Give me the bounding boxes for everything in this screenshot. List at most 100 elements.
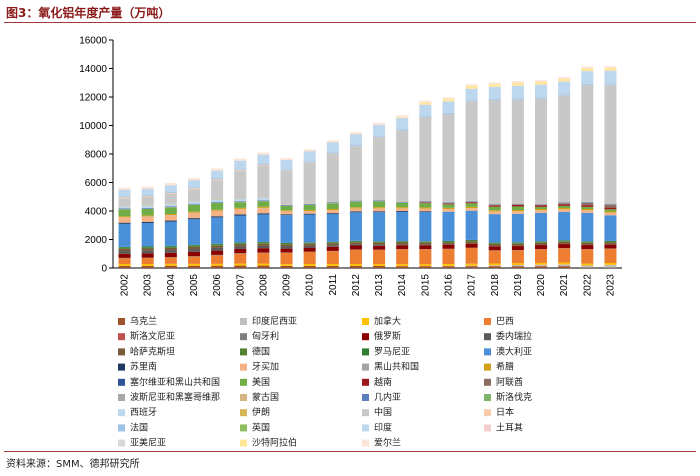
legend-swatch bbox=[362, 378, 369, 386]
bar-segment bbox=[558, 94, 571, 96]
bar-segment bbox=[419, 211, 432, 242]
bar-segment bbox=[257, 214, 270, 242]
bar-segment bbox=[442, 113, 455, 203]
legend-swatch bbox=[240, 318, 247, 325]
bar-segment bbox=[558, 78, 571, 82]
bar-segment bbox=[303, 161, 316, 163]
legend-swatch bbox=[118, 424, 125, 432]
legend-swatch bbox=[240, 409, 247, 417]
bar-segment bbox=[419, 116, 432, 118]
bar-segment bbox=[118, 258, 131, 265]
bar-segment bbox=[211, 244, 224, 246]
bar-segment bbox=[535, 209, 548, 211]
bar-segment bbox=[511, 99, 524, 204]
bar-segment bbox=[465, 101, 478, 201]
legend-swatch bbox=[484, 409, 491, 417]
bar-segment bbox=[442, 211, 455, 241]
bar-segment bbox=[141, 208, 154, 209]
bar-segment bbox=[326, 242, 339, 244]
legend-label: 斯洛伐克 bbox=[496, 391, 532, 403]
legend-label: 委内瑞拉 bbox=[496, 330, 532, 342]
bar-segment bbox=[280, 246, 293, 249]
bar-segment bbox=[442, 240, 455, 242]
legend-swatch bbox=[484, 318, 491, 325]
bar-segment bbox=[373, 266, 386, 268]
bar-segment bbox=[234, 243, 247, 245]
x-tick-label: 2004 bbox=[166, 274, 177, 297]
bar-segment bbox=[303, 245, 316, 248]
bar-segment bbox=[511, 242, 524, 243]
bar-segment bbox=[187, 246, 200, 250]
legend-swatch bbox=[484, 394, 491, 401]
bar-segment bbox=[303, 243, 316, 246]
legend-label: 阿联酋 bbox=[496, 376, 523, 388]
bar-segment bbox=[535, 242, 548, 245]
bar-segment bbox=[234, 209, 247, 215]
bar-segment bbox=[118, 222, 131, 224]
bar-segment bbox=[396, 208, 409, 211]
x-tick-label: 2003 bbox=[143, 274, 154, 297]
bar-segment bbox=[465, 206, 478, 209]
bar-segment bbox=[164, 192, 177, 194]
bar-segment bbox=[558, 264, 571, 267]
legend-label: 波斯尼亚和黑塞哥维那 bbox=[130, 391, 220, 403]
bar-segment bbox=[303, 265, 316, 268]
bar-segment bbox=[326, 264, 339, 266]
bar-segment bbox=[604, 263, 617, 265]
x-tick-label: 2008 bbox=[258, 274, 269, 297]
bar-segment bbox=[118, 189, 131, 197]
bar-segment bbox=[187, 256, 200, 264]
bar-segment bbox=[396, 117, 409, 118]
bar-segment bbox=[511, 98, 524, 100]
bar-segment bbox=[141, 258, 154, 265]
bar-segment bbox=[326, 152, 339, 154]
y-tick-label: 4000 bbox=[85, 207, 108, 218]
bar-segment bbox=[141, 250, 154, 254]
bar-segment bbox=[303, 213, 316, 215]
bar-segment bbox=[581, 210, 594, 213]
x-tick-label: 2013 bbox=[374, 274, 385, 297]
bar-segment bbox=[349, 265, 362, 268]
bar-segment bbox=[141, 265, 154, 268]
bar-segment bbox=[396, 266, 409, 268]
legend-swatch bbox=[484, 424, 491, 432]
bar-segment bbox=[257, 252, 270, 264]
legend-label: 加拿大 bbox=[374, 315, 401, 327]
bar-segment bbox=[604, 241, 617, 243]
bar-segment bbox=[349, 212, 362, 241]
bar-segment bbox=[558, 76, 571, 79]
bar-segment bbox=[465, 248, 478, 264]
bar-segment bbox=[604, 244, 617, 249]
legend-label: 沙特阿拉伯 bbox=[252, 437, 297, 449]
bar-segment bbox=[419, 104, 432, 117]
bar-segment bbox=[187, 203, 200, 205]
legend-label: 塞尔维亚和黑山共和国 bbox=[130, 376, 220, 388]
bar-segment bbox=[234, 214, 247, 216]
bar-segment bbox=[118, 253, 131, 258]
bar-segment bbox=[558, 241, 571, 244]
legend-label: 德国 bbox=[252, 345, 270, 357]
bar-segment bbox=[419, 264, 432, 267]
bar-segment bbox=[442, 203, 455, 205]
bar-segment bbox=[396, 244, 409, 246]
bar-segment bbox=[118, 248, 131, 252]
bar-segment bbox=[535, 245, 548, 250]
bar-segment bbox=[581, 249, 594, 264]
bar-segment bbox=[187, 180, 200, 188]
bar-segment bbox=[141, 215, 154, 217]
bar-segment bbox=[581, 242, 594, 245]
footer-divider bbox=[4, 451, 696, 452]
bar-segment bbox=[604, 70, 617, 85]
bar-segment bbox=[373, 208, 386, 212]
bar-segment bbox=[511, 210, 524, 212]
bar-segment bbox=[303, 151, 316, 162]
bar-segment bbox=[164, 192, 177, 193]
bar-segment bbox=[211, 199, 224, 203]
bar-segment bbox=[211, 255, 224, 264]
bar-segment bbox=[373, 264, 386, 267]
bar-segment bbox=[280, 170, 293, 205]
y-tick-label: 2000 bbox=[85, 235, 108, 246]
bar-segment bbox=[396, 118, 409, 130]
bar-segment bbox=[604, 212, 617, 216]
